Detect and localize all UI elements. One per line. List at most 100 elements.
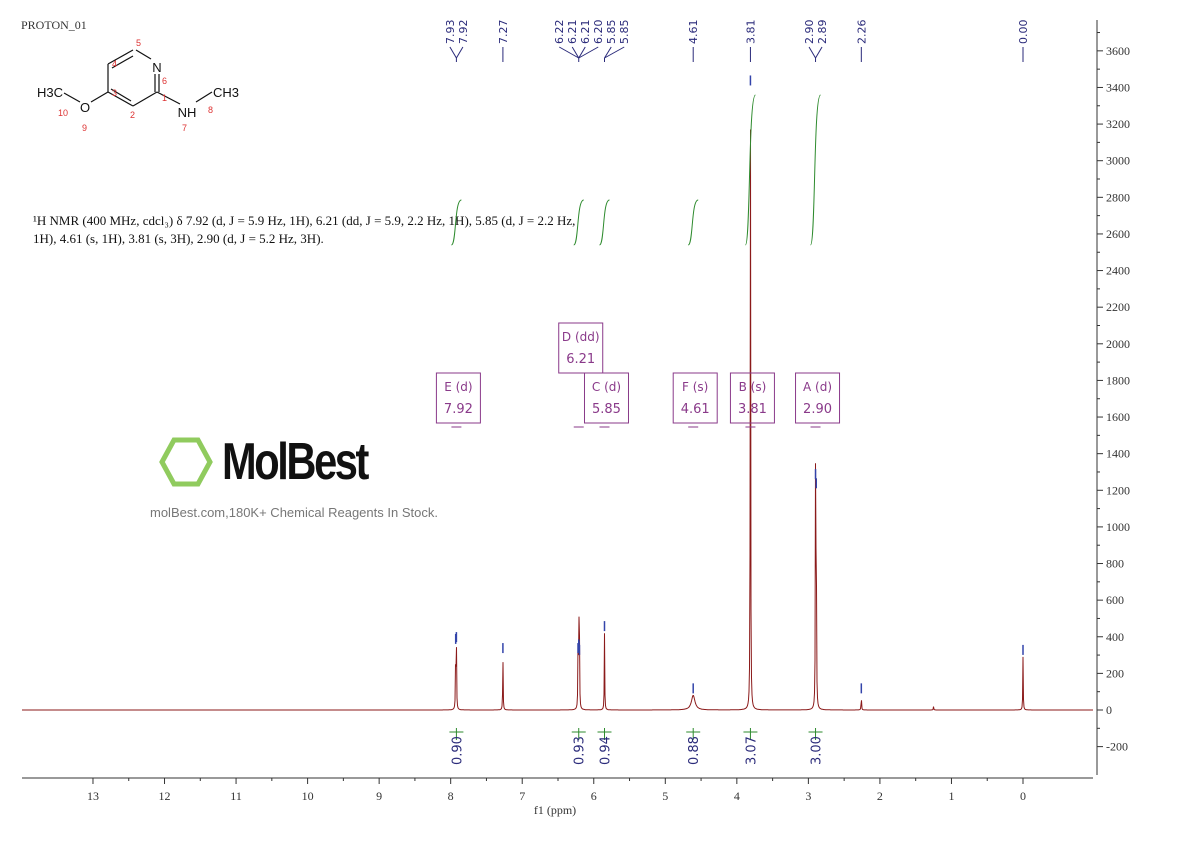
x-tick-label: 0 — [1020, 789, 1026, 803]
multiplet-box — [583, 372, 629, 424]
integral-curve — [810, 94, 822, 246]
multiplet-shift: 7.92 — [444, 402, 473, 417]
multiplet-shift: 4.61 — [681, 402, 710, 417]
x-tick-label: 2 — [877, 789, 883, 803]
x-tick-label: 1 — [948, 789, 954, 803]
atom-number: 3 — [112, 88, 117, 98]
peak-label-leader — [455, 46, 464, 59]
peak-label: 6.22 — [553, 20, 566, 45]
integral-value: 3.00 — [810, 736, 825, 765]
y-tick-label: 1200 — [1106, 483, 1130, 497]
integral-curve — [744, 94, 756, 246]
atom-number: 2 — [130, 110, 135, 120]
atom-n: N — [152, 60, 161, 75]
peak-label: 6.21 — [566, 20, 579, 45]
y-tick-label: 3400 — [1106, 80, 1130, 94]
integral-value: 0.94 — [598, 736, 613, 765]
y-tick-label: 0 — [1106, 703, 1112, 717]
peak-label-leader — [578, 46, 599, 59]
y-tick-label: 1400 — [1106, 447, 1130, 461]
y-tick-label: 1600 — [1106, 410, 1130, 424]
peak-label: 7.92 — [457, 20, 470, 45]
multiplet-shift: 6.21 — [566, 352, 595, 367]
x-tick-label: 11 — [230, 789, 242, 803]
x-tick-label: 9 — [376, 789, 382, 803]
atom-h3c: H3C — [37, 85, 63, 100]
integral-value: 0.88 — [687, 736, 702, 765]
peak-label-leader — [604, 46, 612, 59]
integral-curve — [450, 199, 462, 246]
peak-label: 3.81 — [744, 20, 757, 45]
multiplet-box — [558, 322, 604, 374]
peak-label: 2.90 — [803, 20, 816, 45]
x-tick-label: 10 — [302, 789, 314, 803]
y-tick-label: 3200 — [1106, 117, 1130, 131]
nmr-description: ¹H NMR (400 MHz, cdcl₃) δ 7.92 (d, J = 5… — [33, 213, 576, 246]
peak-label-leader — [815, 46, 823, 59]
multiplet-box — [672, 372, 718, 424]
integral-curve — [687, 199, 699, 246]
y-tick-label: 2400 — [1106, 264, 1130, 278]
multiplet-box — [795, 372, 841, 424]
atom-number: 5 — [136, 38, 141, 48]
y-tick-label: 800 — [1106, 557, 1124, 571]
atom-ch3: CH3 — [213, 85, 239, 100]
x-tick-label: 6 — [591, 789, 597, 803]
bonds — [63, 49, 213, 107]
y-tick-label: 200 — [1106, 666, 1124, 680]
integral-curve — [599, 199, 610, 246]
y-tick-label: 1800 — [1106, 373, 1130, 387]
peak-label: 4.61 — [687, 20, 700, 45]
peak-label-leader — [449, 46, 457, 59]
multiplet-shift: 2.90 — [803, 402, 832, 417]
y-tick-label: 400 — [1106, 630, 1124, 644]
peak-label-leader — [571, 46, 580, 59]
x-tick-label: 12 — [159, 789, 171, 803]
peak-label: 2.26 — [855, 20, 868, 45]
multiplet-label: E (d) — [444, 380, 472, 394]
y-tick-label: 3600 — [1106, 44, 1130, 58]
x-tick-label: 8 — [448, 789, 454, 803]
atom-number: 10 — [58, 108, 68, 118]
y-tick-label: 2600 — [1106, 227, 1130, 241]
peak-label-leader — [604, 46, 625, 59]
molecule-structure: N NH CH3 H3C O 1 2 3 4 5 6 7 8 9 10 — [37, 38, 239, 133]
multiplet-label: D (dd) — [562, 330, 600, 344]
y-tick-label: 1000 — [1106, 520, 1130, 534]
watermark-logo: MolBest — [222, 433, 369, 491]
peak-label: 7.27 — [497, 20, 510, 45]
x-tick-label: 3 — [805, 789, 811, 803]
peak-label: 6.21 — [579, 20, 592, 45]
multiplet-label: B (s) — [739, 380, 767, 394]
peak-label: 5.85 — [618, 20, 631, 45]
x-tick-label: 13 — [87, 789, 99, 803]
watermark-text: molBest.com,180K+ Chemical Reagents In S… — [150, 505, 438, 520]
y-tick-label: 2200 — [1106, 300, 1130, 314]
integral-value: 0.93 — [573, 736, 588, 765]
atom-number: 7 — [182, 123, 187, 133]
multiplet-label: C (d) — [592, 380, 621, 394]
peak-label: 7.93 — [444, 20, 457, 45]
peak-label-leader — [578, 46, 586, 59]
atom-o: O — [80, 100, 90, 115]
atom-number: 1 — [162, 93, 167, 103]
peak-label: 0.00 — [1017, 20, 1030, 45]
integral-curve — [573, 199, 585, 246]
multiplet-label: A (d) — [803, 380, 832, 394]
multiplet-box — [435, 372, 481, 424]
multiplet-box — [729, 372, 775, 424]
atom-number: 4 — [112, 59, 117, 69]
peak-label-leader — [558, 46, 579, 59]
multiplet-shift: 5.85 — [592, 402, 621, 417]
y-tick-label: 2800 — [1106, 190, 1130, 204]
x-tick-label: 7 — [519, 789, 525, 803]
peak-label: 5.85 — [605, 20, 618, 45]
y-tick-label: 600 — [1106, 593, 1124, 607]
peak-label-leader — [808, 46, 816, 59]
atom-number: 8 — [208, 105, 213, 115]
multiplet-shift: 3.81 — [738, 402, 767, 417]
x-axis-label: f1 (ppm) — [534, 803, 576, 817]
y-tick-label: -200 — [1106, 740, 1128, 754]
atom-number: 9 — [82, 123, 87, 133]
